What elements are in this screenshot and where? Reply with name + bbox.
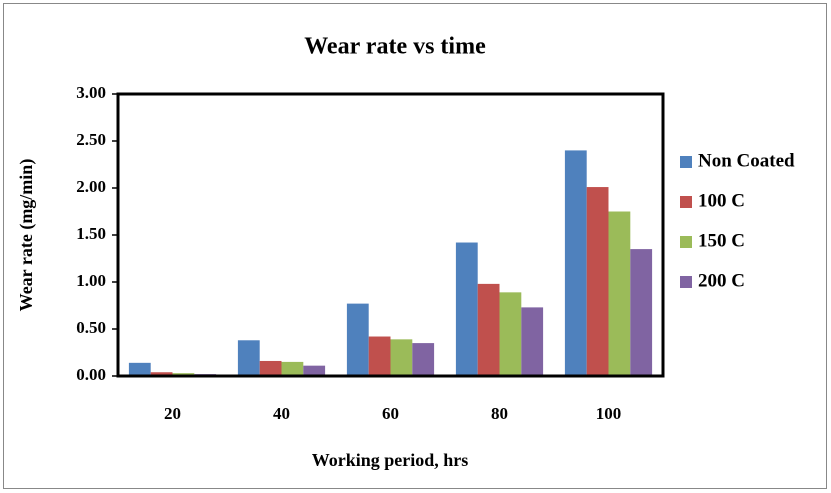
- legend-label: Non Coated: [698, 150, 795, 171]
- x-tick-label: 40: [273, 404, 290, 423]
- y-tick-label: 2.50: [76, 130, 106, 149]
- bar: [150, 372, 173, 376]
- legend-swatch: [680, 156, 692, 168]
- y-tick-label: 3.00: [76, 83, 106, 102]
- bar: [303, 365, 326, 376]
- y-tick-label: 2.00: [76, 177, 106, 196]
- bar: [630, 249, 653, 376]
- bar: [390, 339, 413, 376]
- bar: [237, 340, 260, 376]
- y-tick-label: 1.00: [76, 271, 106, 290]
- legend-label: 150 C: [698, 230, 745, 251]
- y-tick-label: 0.00: [76, 365, 106, 384]
- bar: [608, 211, 631, 376]
- x-tick-label: 20: [164, 404, 181, 423]
- bar: [368, 336, 391, 376]
- bar: [564, 150, 587, 376]
- bar: [455, 242, 478, 376]
- x-tick-label: 60: [382, 404, 399, 423]
- plot-frame: [116, 92, 665, 378]
- x-tick-label: 100: [596, 404, 622, 423]
- legend-label: 200 C: [698, 270, 745, 291]
- legend-swatch: [680, 276, 692, 288]
- legend-swatch: [680, 236, 692, 248]
- bar: [521, 307, 544, 376]
- x-axis-label: Working period, hrs: [312, 450, 469, 470]
- bar: [412, 343, 435, 376]
- bar: [586, 187, 609, 376]
- bar: [281, 361, 304, 376]
- bar: [477, 283, 500, 376]
- bar: [259, 360, 282, 376]
- y-axis-label: Wear rate (mg/min): [16, 159, 37, 312]
- x-tick-label: 80: [491, 404, 508, 423]
- bar: [128, 362, 151, 376]
- chart-title: Wear rate vs time: [304, 34, 486, 60]
- y-tick-label: 0.50: [76, 318, 106, 337]
- bar: [499, 292, 522, 376]
- bar: [346, 303, 369, 376]
- legend-swatch: [680, 196, 692, 208]
- legend-label: 100 C: [698, 190, 745, 211]
- y-tick-label: 1.50: [76, 224, 106, 243]
